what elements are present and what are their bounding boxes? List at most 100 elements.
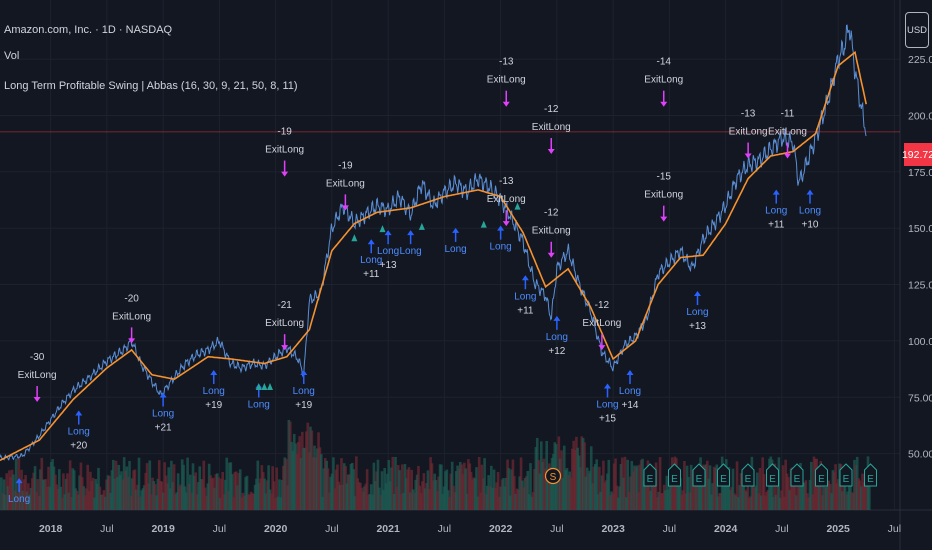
volume-bar — [75, 490, 79, 510]
volume-bar — [264, 493, 268, 510]
exit-label: -30 — [30, 352, 45, 363]
volume-bar — [363, 486, 366, 510]
earnings-marker: E — [790, 463, 804, 487]
volume-bar — [20, 469, 23, 510]
volume-bar — [87, 491, 91, 510]
volume-bar — [490, 465, 493, 510]
volume-bar — [503, 486, 507, 510]
volume-bar — [672, 470, 675, 510]
volume-bar — [209, 475, 212, 510]
y-axis[interactable]: 50.00 75.00 100.00 125.00 150.00 175.00 200.00… — [908, 54, 932, 461]
volume-bar — [373, 481, 377, 510]
volume-bar — [491, 487, 494, 510]
volume-bar — [666, 489, 670, 510]
volume-bar — [129, 495, 133, 510]
volume-bar — [396, 464, 400, 510]
volume-bar — [865, 474, 868, 510]
earnings-letter: E — [769, 474, 776, 485]
volume-bar — [207, 463, 211, 510]
volume-bar — [687, 477, 690, 510]
volume-bar — [849, 474, 852, 510]
volume-bar — [781, 465, 785, 510]
volume-bar — [548, 463, 551, 510]
volume-bar — [247, 494, 250, 510]
volume-bar — [171, 481, 175, 510]
exit-signal: ExitLong -30 — [18, 352, 57, 403]
volume-bar — [274, 497, 277, 510]
volume-bar — [565, 468, 569, 510]
volume-bar — [398, 470, 401, 510]
volume-bar — [612, 463, 616, 510]
volume-bar — [446, 490, 450, 510]
exit-signal: ExitLong -12 — [582, 300, 621, 351]
volume-bar — [95, 483, 99, 510]
volume-bar — [585, 467, 589, 510]
volume-bar — [275, 467, 278, 510]
x-tick-label: 2020 — [264, 523, 288, 535]
volume-bar — [244, 477, 247, 510]
volume-bar — [764, 495, 767, 510]
volume-bar — [853, 459, 856, 510]
volume-bar — [525, 476, 528, 510]
volume-bar — [83, 495, 87, 510]
volume-bar — [357, 482, 361, 510]
exit-label: -19 — [277, 127, 292, 138]
volume-bar — [414, 479, 418, 510]
volume-bar — [160, 481, 164, 510]
volume-bar — [731, 468, 735, 510]
volume-bar — [156, 478, 160, 510]
volume-bar — [126, 476, 130, 510]
volume-bar — [27, 483, 30, 510]
volume-bar — [93, 497, 96, 510]
volume-bar — [456, 465, 459, 510]
earnings-badge — [741, 463, 755, 487]
volume-bar — [471, 479, 474, 510]
volume-bar — [4, 494, 7, 510]
volume-bar — [278, 479, 281, 510]
volume-bar — [353, 496, 357, 510]
exit-label: -12 — [595, 300, 610, 311]
currency-button[interactable]: USD — [905, 12, 929, 48]
volume-bar — [118, 475, 122, 510]
volume-bar — [693, 473, 697, 510]
volume-bar — [135, 489, 138, 510]
volume-bar — [406, 469, 409, 510]
volume-bar — [677, 468, 681, 510]
volume-bar — [386, 473, 389, 510]
volume-bar — [306, 422, 310, 510]
x-tick-label: 2025 — [826, 523, 850, 535]
strategy-indicator-label[interactable]: Long Term Profitable Swing | Abbas (16, … — [4, 80, 298, 92]
volume-bar — [122, 457, 126, 510]
volume-bar — [531, 492, 535, 510]
x-tick-label: Jul — [100, 523, 113, 535]
volume-bar — [650, 472, 654, 510]
volume-bar — [288, 421, 292, 510]
volume-bar — [276, 496, 280, 510]
volume-bar — [662, 484, 666, 510]
volume-bar — [661, 493, 665, 510]
long-label: +13 — [380, 260, 397, 271]
volume-bar — [730, 487, 733, 510]
y-tick-label: 75.00 — [908, 392, 932, 404]
volume-bar — [237, 472, 241, 510]
volume-bar — [342, 463, 346, 510]
volume-bar — [121, 479, 125, 510]
volume-bar — [523, 477, 527, 510]
volume-bar — [183, 486, 187, 510]
volume-indicator-label[interactable]: Vol — [4, 50, 20, 62]
volume-bar — [407, 467, 411, 510]
volume-bar — [194, 472, 197, 510]
volume-bar — [816, 480, 820, 510]
volume-bar — [433, 473, 436, 510]
x-axis[interactable]: 2018 Jul 2019 Jul 2020 Jul 2021 Jul 2022 Jul 2023 J… — [39, 523, 901, 535]
long-signal: Long +11 — [514, 275, 537, 316]
long-arrowhead — [806, 189, 814, 195]
volume-bar — [321, 496, 324, 510]
volume-bar — [47, 466, 50, 510]
long-text: Long — [152, 409, 174, 420]
symbol-title[interactable]: Amazon.com, Inc. · 1D · NASDAQ — [4, 24, 173, 36]
volume-bar — [576, 447, 580, 510]
long-arrowhead — [15, 478, 23, 484]
volume-bar — [369, 484, 373, 510]
